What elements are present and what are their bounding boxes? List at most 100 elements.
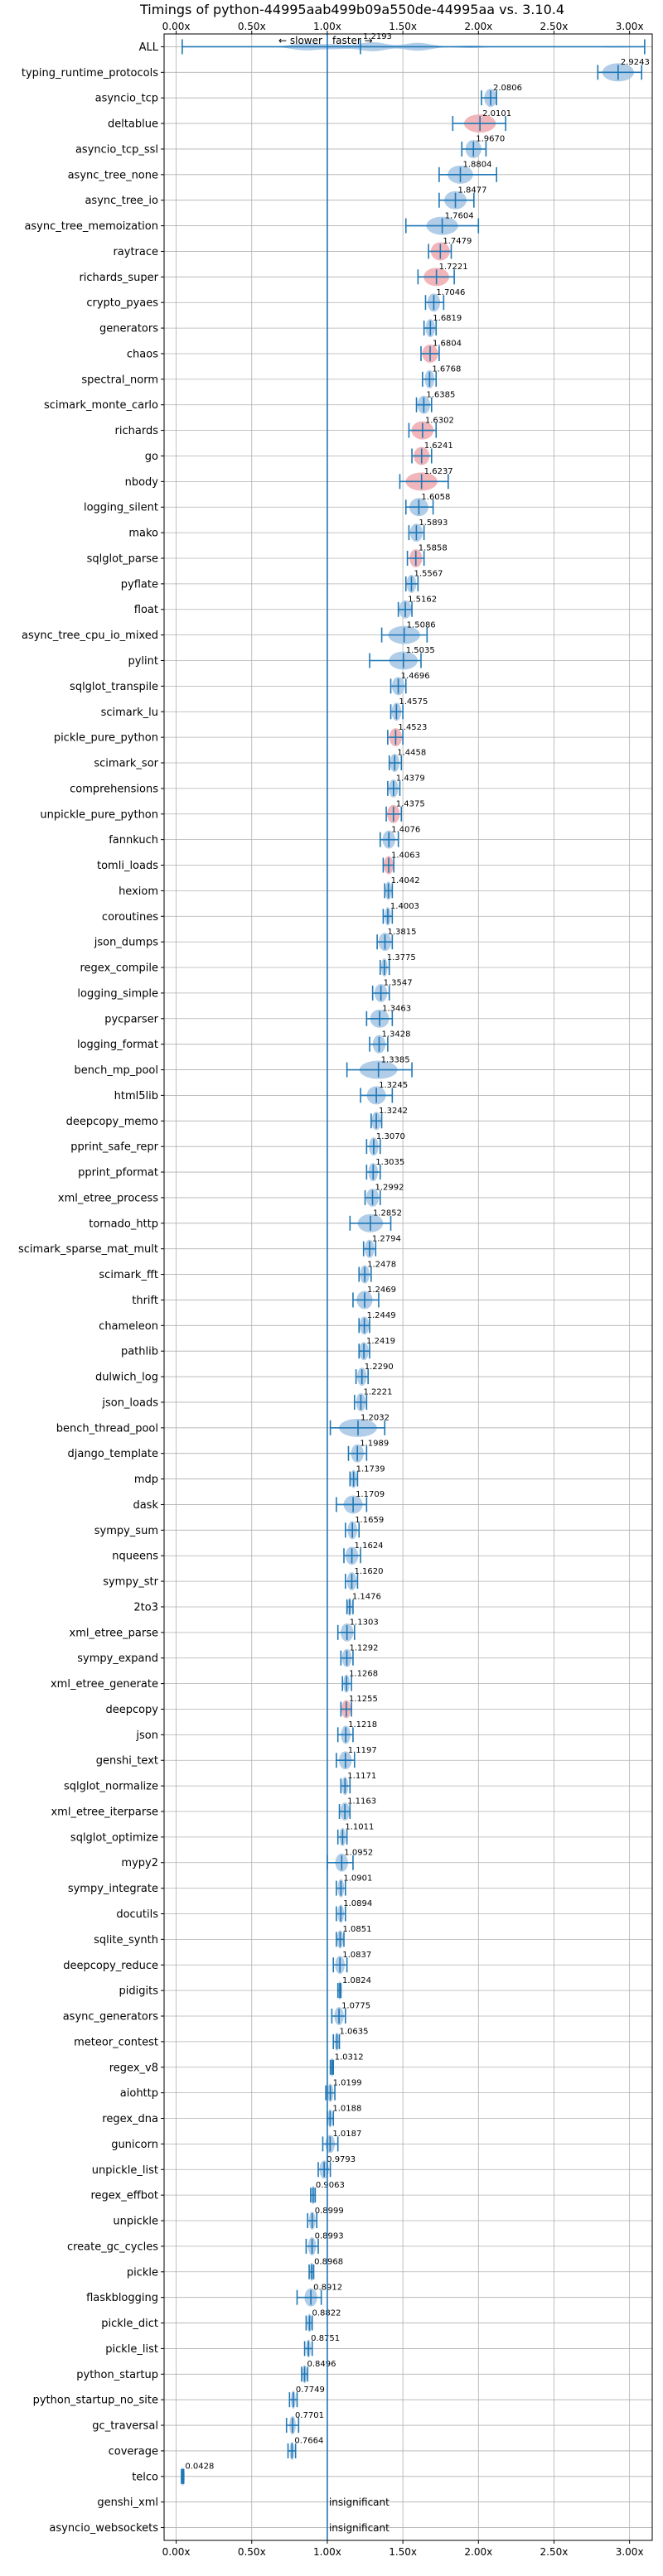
benchmark-label: bench_thread_pool [56, 1422, 158, 1435]
faster-annotation: faster → [332, 35, 373, 46]
value-label: 1.3463 [382, 1005, 411, 1014]
benchmark-label: sympy_expand [77, 1652, 158, 1665]
value-label: 1.0775 [341, 2002, 370, 2011]
value-label: 1.2469 [367, 1286, 396, 1295]
value-label: 1.2852 [373, 1209, 402, 1218]
x-tick-label-bottom: 3.00x [616, 2546, 644, 2558]
value-label: 1.0188 [332, 2104, 361, 2113]
benchmark-label: richards [115, 425, 159, 437]
value-label: 0.7749 [296, 2385, 325, 2395]
benchmark-label: gunicorn [111, 2139, 158, 2151]
value-label: 1.9670 [476, 135, 505, 144]
benchmark-label: gc_traversal [92, 2420, 158, 2433]
benchmark-label: nqueens [112, 1551, 158, 1563]
benchmark-label: bench_mp_pool [74, 1064, 158, 1077]
benchmark-label: pickle [127, 2266, 158, 2279]
benchmark-label: hexiom [119, 885, 158, 898]
benchmark-label: xml_etree_generate [51, 1678, 158, 1691]
benchmark-label: pylint [128, 655, 158, 668]
benchmark-label: sqlite_synth [94, 1934, 158, 1946]
benchmark-label: mako [128, 528, 158, 540]
benchmark-label: logging_simple [77, 987, 158, 1000]
benchmark-label: regex_effbot [90, 2190, 158, 2202]
value-label: 0.7701 [295, 2411, 324, 2420]
value-label: 0.8968 [314, 2258, 343, 2267]
x-tick-label-bottom: 0.00x [162, 2546, 191, 2558]
x-axis-top: 0.00x 0.50x 1.00x 1.50x 2.00x 2.50x 3.00x [162, 21, 644, 34]
value-label: 0.0428 [185, 2463, 214, 2472]
value-label: 0.9063 [316, 2181, 345, 2190]
value-label: 0.8822 [312, 2308, 341, 2318]
value-label: 1.6302 [425, 416, 454, 425]
benchmark-label: pycparser [104, 1013, 158, 1025]
benchmark-label: crypto_pyaes [86, 297, 158, 310]
x-tick-label-bottom: 2.50x [540, 2546, 569, 2558]
value-label: 1.3775 [387, 953, 416, 962]
benchmark-label: 2to3 [133, 1601, 158, 1614]
x-tick-label-top: 0.50x [238, 21, 266, 32]
benchmark-label: genshi_xml [97, 2496, 158, 2509]
value-label: 1.6058 [421, 493, 450, 502]
value-label: 1.6819 [433, 314, 462, 323]
value-label: 1.2478 [367, 1260, 396, 1269]
benchmark-label: genshi_text [96, 1755, 158, 1768]
benchmark-label: ALL [139, 41, 159, 54]
value-label: 1.5567 [414, 570, 443, 579]
value-label: 1.1659 [355, 1516, 384, 1525]
x-tick-label-top: 2.00x [464, 21, 492, 32]
value-label: 1.0199 [333, 2078, 362, 2087]
value-label: 1.3245 [379, 1081, 408, 1090]
benchmark-label: richards_super [79, 272, 158, 284]
benchmark-label: typing_runtime_protocols [22, 67, 158, 80]
value-label: 1.6385 [426, 390, 455, 399]
y-axis: ALL typing_runtime_protocols asyncio_tcpde… [18, 41, 164, 2535]
benchmark-label: regex_v8 [109, 2062, 158, 2074]
violins: 1.2193 2.9243 2.0806 2.0101 1.9670 1.8804 1.84… [180, 32, 650, 2534]
value-label: 1.2992 [375, 1184, 404, 1193]
value-label: 1.1163 [347, 1797, 376, 1807]
benchmark-label: meteor_contest [74, 2036, 158, 2048]
chart-title: Timings of python-44995aab499b09a550de-4… [139, 2, 564, 17]
benchmark-label: deepcopy_reduce [63, 1960, 158, 1972]
value-label: 1.5858 [419, 544, 448, 553]
benchmark-label: xml_etree_iterparse [51, 1806, 158, 1818]
benchmark-label: sqlglot_transpile [70, 681, 158, 693]
value-label: 1.4523 [398, 723, 427, 732]
value-label: 1.5086 [407, 620, 436, 630]
x-tick-label-bottom: 0.50x [238, 2546, 266, 2558]
benchmark-label: coverage [109, 2445, 158, 2458]
benchmark-label: sympy_str [103, 1576, 158, 1589]
value-label: 1.3815 [388, 928, 417, 937]
benchmark-label: sqlglot_optimize [70, 1831, 158, 1844]
x-tick-label-bottom: 1.50x [389, 2546, 417, 2558]
benchmark-label: go [145, 451, 158, 463]
plot-frame [163, 33, 653, 2541]
benchmark-label: scimark_lu [101, 707, 158, 719]
value-label: 1.8804 [462, 161, 491, 170]
benchmark-label: nbody [125, 476, 159, 489]
value-label: 2.0101 [482, 109, 511, 118]
benchmark-label: spectral_norm [81, 374, 158, 386]
benchmark-label: unpickle_pure_python [40, 808, 158, 821]
value-label: 1.1476 [352, 1593, 381, 1602]
value-label: 1.1620 [354, 1567, 383, 1576]
benchmark-label: json_dumps [94, 937, 158, 949]
benchmark-label: sqlglot_normalize [64, 1781, 158, 1793]
value-label: 1.6768 [432, 365, 461, 374]
benchmark-label: xml_etree_parse [70, 1627, 158, 1639]
insignificant-label: insignificant [329, 2522, 390, 2534]
benchmark-label: json [135, 1729, 158, 1742]
benchmark-label: pickle_pure_python [54, 732, 158, 745]
value-label: 1.5162 [408, 595, 437, 604]
benchmark-label: logging_format [77, 1039, 158, 1051]
benchmark-label: docutils [116, 1908, 158, 1921]
value-label: 1.2032 [361, 1414, 390, 1423]
value-label: 1.1624 [355, 1541, 384, 1551]
benchmark-label: pickle_list [105, 2343, 158, 2356]
value-label: 1.2419 [366, 1337, 395, 1346]
value-label: 1.4696 [401, 672, 430, 681]
value-label: 1.7479 [443, 237, 472, 246]
benchmark-label: tomli_loads [97, 860, 158, 872]
benchmark-label: sqlglot_parse [87, 552, 158, 565]
